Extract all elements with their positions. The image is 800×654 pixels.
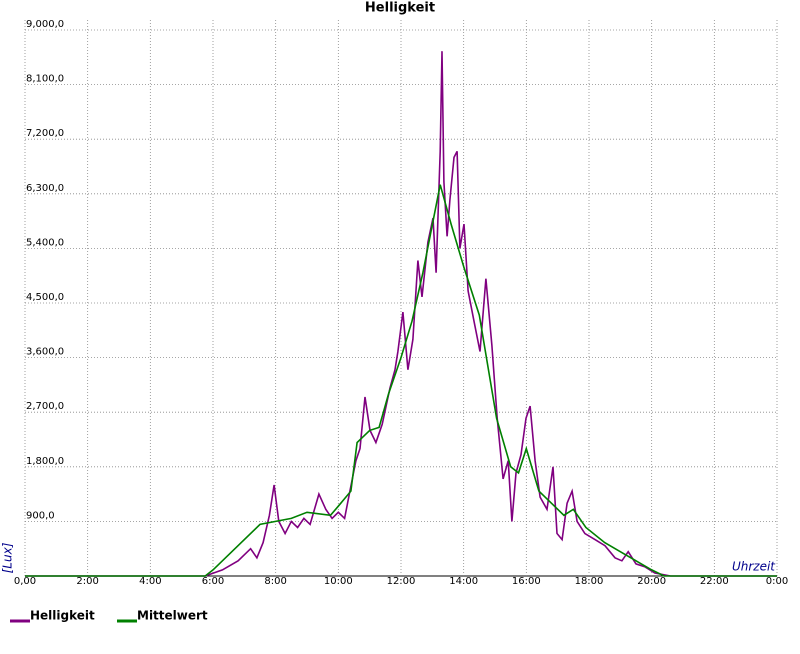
x-axis-label: Uhrzeit bbox=[732, 560, 776, 574]
x-tick-label: 12:00 bbox=[387, 576, 416, 587]
x-tick-label: 2:00 bbox=[76, 576, 98, 587]
y-tick-label: 8,100,0 bbox=[26, 74, 64, 85]
x-tick-label: 14:00 bbox=[449, 576, 478, 587]
x-tick-label: 20:00 bbox=[637, 576, 666, 587]
series-line bbox=[25, 184, 777, 577]
y-tick-label: 5,400,0 bbox=[26, 237, 64, 248]
y-tick-label: 3,600,0 bbox=[26, 347, 64, 358]
x-tick-label: 4:00 bbox=[139, 576, 161, 587]
x-tick-label: 0,00 bbox=[14, 576, 36, 587]
x-tick-label: 8:00 bbox=[264, 576, 286, 587]
x-tick-label: 10:00 bbox=[324, 576, 353, 587]
y-tick-label: 900,0 bbox=[26, 510, 55, 521]
x-tick-label: 22:00 bbox=[700, 576, 729, 587]
y-tick-label: 2,700,0 bbox=[26, 401, 64, 412]
y-tick-label: 4,500,0 bbox=[26, 292, 64, 303]
y-tick-label: 1,800,0 bbox=[26, 456, 64, 467]
x-tick-label: 0:00 bbox=[766, 576, 788, 587]
y-axis-label: [Lux] bbox=[1, 542, 15, 573]
x-tick-label: 16:00 bbox=[512, 576, 541, 587]
x-tick-label: 18:00 bbox=[575, 576, 604, 587]
legend-label: Mittelwert bbox=[137, 609, 208, 623]
chart-title: Helligkeit bbox=[365, 1, 435, 16]
y-tick-label: 6,300,0 bbox=[26, 183, 64, 194]
y-tick-label: 9,000,0 bbox=[26, 19, 64, 30]
series-line bbox=[25, 51, 777, 577]
legend-label: Helligkeit bbox=[30, 609, 95, 623]
x-tick-label: 6:00 bbox=[202, 576, 224, 587]
y-tick-label: 7,200,0 bbox=[26, 128, 64, 139]
